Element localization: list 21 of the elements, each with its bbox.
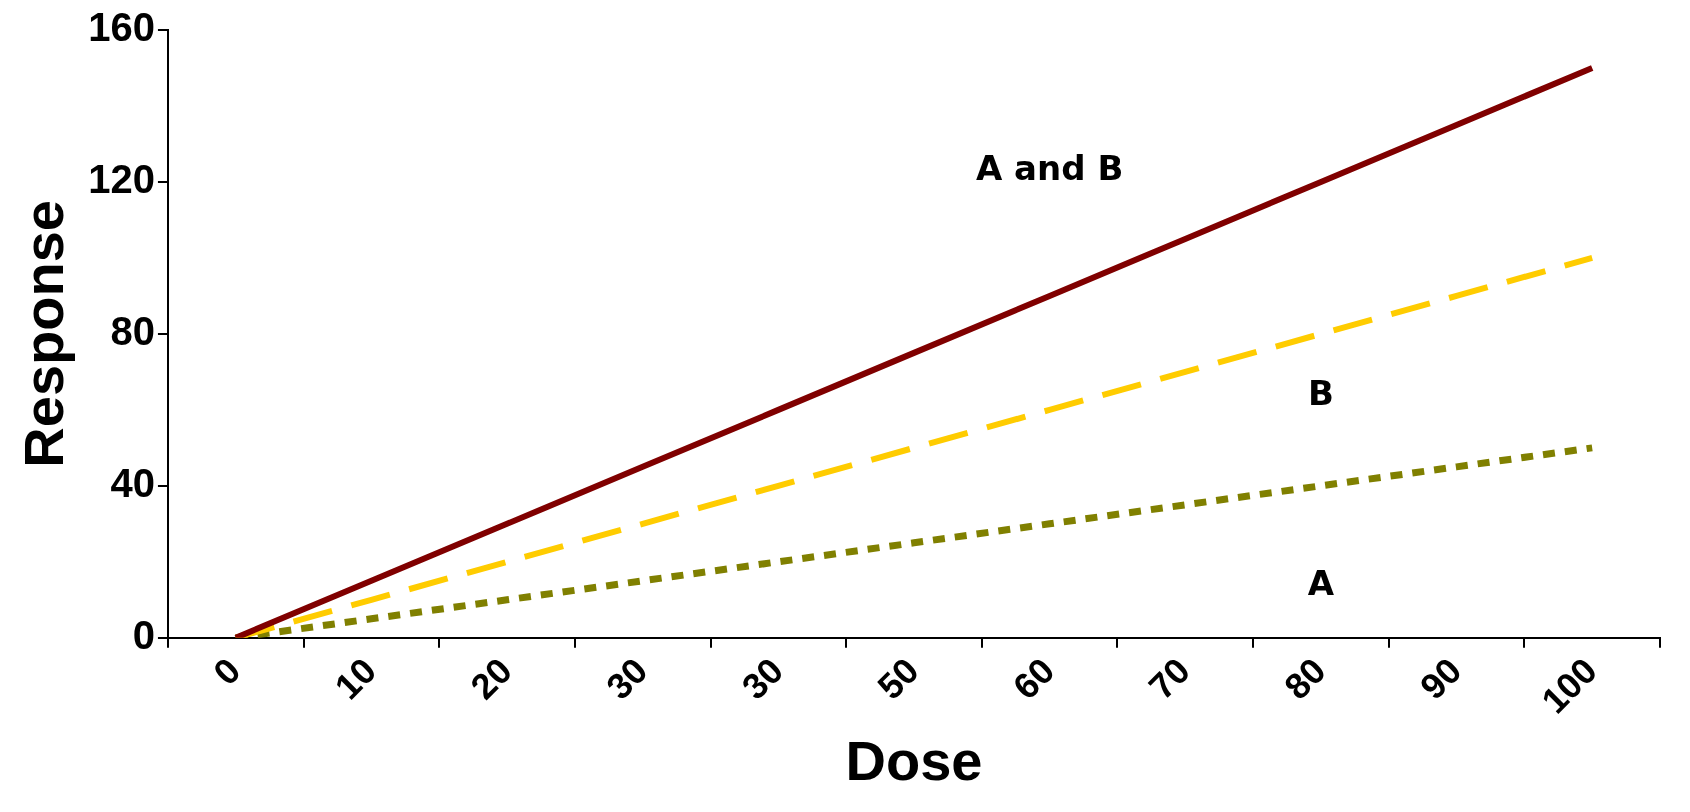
x-tick-label: 30	[598, 649, 656, 708]
x-tick-label: 20	[462, 649, 520, 708]
x-tick-label: 90	[1411, 649, 1470, 708]
x-axis-title: Dose	[845, 728, 983, 792]
y-tick-label: 80	[110, 308, 155, 353]
y-tick-label: 160	[88, 5, 155, 50]
y-tick-label: 120	[88, 156, 155, 201]
x-tick-label: 10	[326, 649, 385, 708]
y-tick-label: 0	[132, 612, 155, 657]
y-tick-label: 40	[110, 460, 155, 505]
y-axis-title: Response	[12, 200, 76, 468]
x-tick-label: 30	[733, 649, 791, 708]
x-tick-label: 80	[1276, 649, 1334, 708]
text: A	[1307, 562, 1335, 603]
series-label: B	[1307, 372, 1334, 413]
x-tick-label: 60	[1004, 649, 1063, 708]
text: A and B	[975, 147, 1124, 188]
x-tick-label: 100	[1533, 649, 1605, 722]
x-tick-label: 70	[1140, 649, 1198, 708]
x-tick-label: 0	[205, 649, 249, 693]
x-tick-label: 50	[869, 649, 927, 708]
